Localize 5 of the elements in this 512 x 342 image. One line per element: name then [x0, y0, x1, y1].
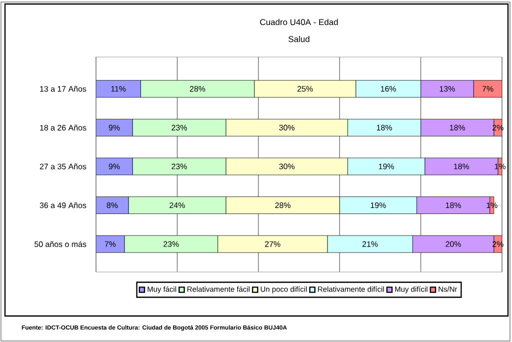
- bar: [96, 80, 141, 98]
- chart-subtitle: Salud: [288, 36, 310, 42]
- bar: [96, 118, 133, 136]
- chart-title: Cuadro U40A - Edad: [260, 18, 338, 26]
- bar: [96, 196, 129, 214]
